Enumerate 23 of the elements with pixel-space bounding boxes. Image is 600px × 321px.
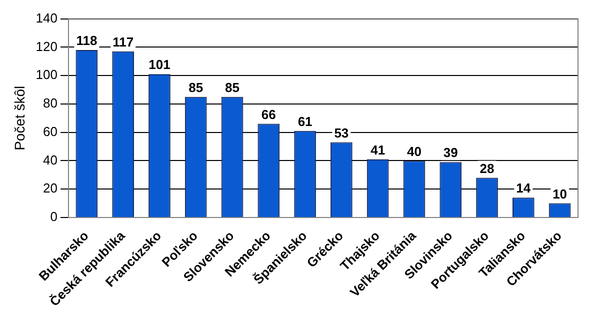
data-label: 40 [406,144,422,159]
y-tick-label: 40 [43,152,58,168]
data-label: 117 [112,34,134,50]
data-label: 14 [516,180,532,196]
data-label: 85 [225,80,240,95]
y-axis-title: Počet škôl [11,86,28,150]
y-tick-label: 100 [36,67,58,82]
y-tick-label: 60 [43,124,58,139]
y-tick-label: 80 [43,96,58,111]
y-tick-label: 20 [43,180,58,196]
y-tick-label: 0 [50,209,58,224]
data-label: 85 [188,80,204,95]
data-label: 41 [370,142,386,158]
data-label: 28 [480,160,494,176]
y-tick-label: 120 [36,38,58,54]
data-label: 39 [443,145,458,160]
data-label: 118 [76,33,98,48]
data-label: 53 [334,125,349,140]
data-label: 101 [148,57,170,72]
data-label: 10 [552,186,568,202]
y-tick-label: 140 [36,10,58,26]
data-label: 61 [298,114,312,129]
data-label: 66 [261,106,276,122]
